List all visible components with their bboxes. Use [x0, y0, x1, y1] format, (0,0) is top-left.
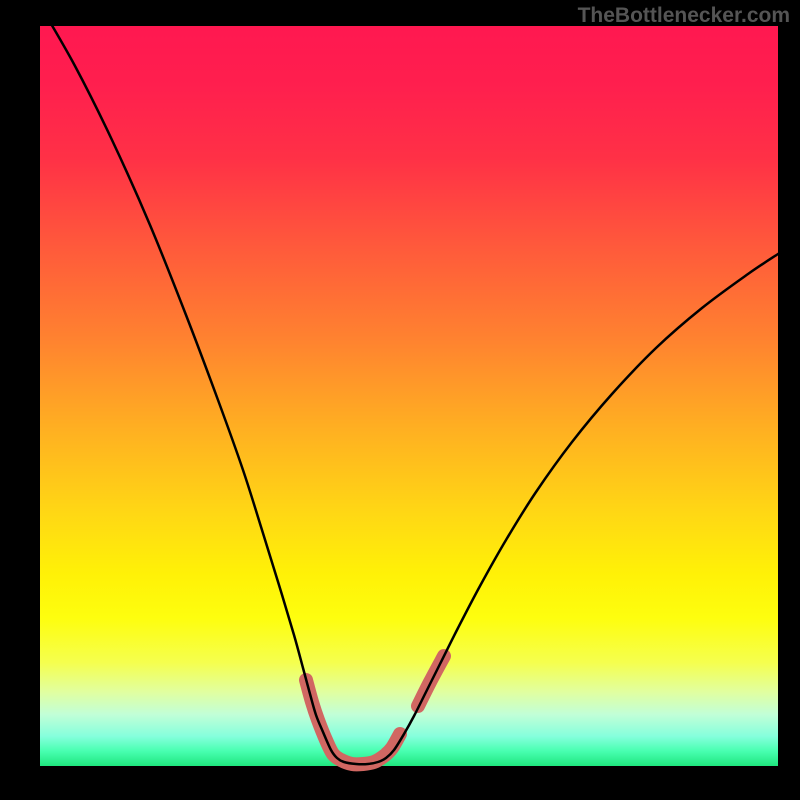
bottleneck-curve: [40, 5, 778, 764]
plot-area: [40, 26, 778, 766]
watermark-text: TheBottlenecker.com: [578, 4, 790, 28]
curve-layer: [0, 0, 800, 800]
chart-container: TheBottlenecker.com: [0, 0, 800, 800]
